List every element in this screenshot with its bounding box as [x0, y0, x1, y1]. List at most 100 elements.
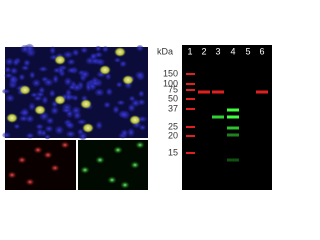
marker-label: 100 [163, 78, 178, 88]
cell [50, 164, 60, 172]
cell [33, 146, 43, 154]
blot-band [256, 90, 268, 94]
nucleus [29, 71, 36, 79]
marker-label: 25 [168, 121, 178, 131]
red-channel-micrograph [5, 140, 76, 190]
nucleus [5, 57, 14, 66]
cell [19, 85, 31, 95]
nucleus [26, 132, 34, 139]
ladder-band [186, 126, 195, 128]
lane-label: 1 [187, 46, 192, 56]
unit-label: kDa [157, 46, 173, 56]
nucleus [49, 46, 56, 55]
nucleus [36, 128, 44, 137]
nucleus [53, 67, 61, 74]
cell [43, 151, 53, 159]
nucleus [63, 51, 74, 59]
marker-label: 37 [168, 103, 178, 113]
nucleus [35, 123, 44, 130]
ladder-band [186, 152, 195, 154]
nucleus [44, 125, 54, 133]
nucleus [127, 127, 135, 137]
lane-label: 6 [259, 46, 264, 56]
blot-band [227, 126, 239, 130]
nucleus [65, 130, 76, 138]
cell [54, 95, 66, 105]
nucleus [105, 88, 113, 96]
nucleus [21, 65, 30, 71]
nucleus [90, 57, 101, 65]
nucleus [73, 111, 82, 120]
nucleus [80, 70, 90, 79]
nucleus [52, 74, 59, 84]
cell [80, 166, 90, 174]
cell [114, 47, 126, 57]
nucleus [2, 88, 10, 94]
nucleus [50, 106, 59, 115]
nucleus [80, 46, 88, 54]
lane-label: 4 [230, 46, 235, 56]
nucleus [4, 72, 13, 79]
nucleus [68, 84, 76, 91]
nucleus [54, 125, 64, 135]
cell [113, 146, 123, 154]
nucleus [44, 134, 51, 140]
blot-band [212, 90, 224, 94]
green-channel-micrograph [78, 140, 148, 190]
nucleus [31, 79, 41, 88]
nucleus [112, 105, 120, 114]
nucleus [95, 45, 102, 52]
ladder-band [186, 89, 195, 91]
cell [7, 171, 17, 179]
nucleus [41, 96, 49, 105]
nucleus [38, 66, 48, 72]
nucleus [23, 59, 31, 67]
nucleus [18, 73, 26, 81]
nucleus [66, 67, 77, 74]
nucleus [137, 99, 146, 106]
cell [60, 141, 70, 149]
nucleus [33, 95, 43, 102]
nucleus [77, 128, 84, 136]
marker-label: 150 [163, 68, 178, 78]
nucleus [139, 124, 146, 131]
blot-band [198, 90, 210, 94]
cell [120, 181, 130, 189]
blot-band [227, 115, 239, 119]
blot-band [227, 158, 239, 162]
cell [122, 75, 134, 85]
nucleus [28, 102, 36, 111]
blot-band [212, 115, 224, 119]
nucleus [43, 78, 54, 87]
nucleus [65, 92, 72, 101]
nucleus [116, 100, 125, 106]
nucleus [103, 101, 111, 109]
nucleus [5, 94, 15, 103]
nucleus [115, 81, 123, 88]
nucleus [10, 67, 18, 75]
cell [99, 65, 111, 75]
nucleus [63, 77, 73, 86]
nucleus [119, 110, 129, 119]
nucleus [20, 44, 30, 54]
nucleus [102, 46, 109, 53]
lane-label: 5 [245, 46, 250, 56]
marker-label: 20 [168, 130, 178, 140]
nucleus [119, 60, 127, 68]
nucleus [136, 45, 144, 52]
blot-bands [186, 73, 268, 162]
nucleus [61, 107, 71, 114]
nucleus [38, 86, 45, 94]
merged-micrograph [2, 43, 148, 141]
cell [17, 156, 27, 164]
cell [130, 161, 140, 169]
cell [80, 99, 92, 109]
nucleus [49, 89, 56, 98]
nucleus [94, 88, 105, 97]
nucleus [18, 115, 29, 122]
marker-label: 15 [168, 147, 178, 157]
cell [135, 141, 145, 149]
ladder-band [186, 83, 195, 85]
cell [107, 176, 117, 184]
